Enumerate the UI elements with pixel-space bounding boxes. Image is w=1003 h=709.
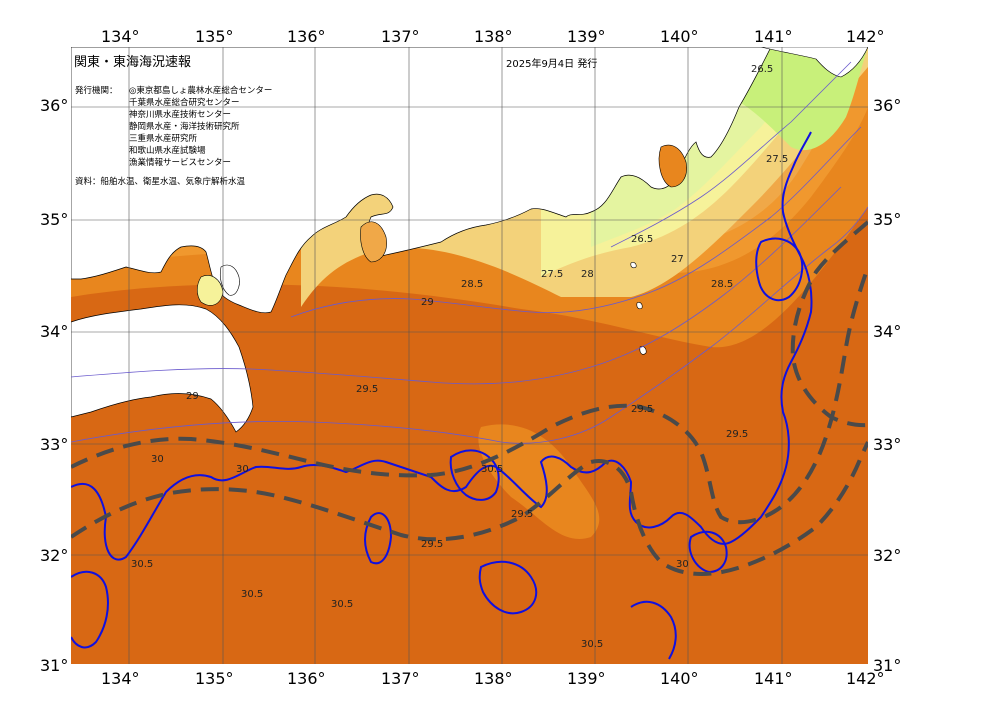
contour-label: 28.5 <box>711 279 733 290</box>
isotherm-30 <box>755 237 804 302</box>
contour-label: 28 <box>581 269 594 280</box>
lat-label-right: 33° <box>873 435 902 454</box>
sst-bay-kii <box>196 275 224 306</box>
lon-label-top: 141° <box>754 27 793 46</box>
contour-label: 29 <box>421 297 434 308</box>
lon-label-bottom: 134° <box>101 669 140 688</box>
sst-bay-suruga <box>658 144 687 188</box>
contour-label: 29.5 <box>511 509 533 520</box>
contour-label: 30.5 <box>331 599 353 610</box>
lon-label-bottom: 140° <box>660 669 699 688</box>
lat-label-right: 32° <box>873 546 902 565</box>
isotherm-30 <box>630 600 677 660</box>
issue-date: 2025年9月4日 発行 <box>506 59 598 70</box>
contour-label: 30 <box>236 464 249 475</box>
kuroshio-axis-north <box>71 266 868 525</box>
lon-label-bottom: 138° <box>474 669 513 688</box>
isotherm-30 <box>364 512 393 565</box>
isotherm-30 <box>71 131 813 561</box>
contour-label: 30.5 <box>481 464 503 475</box>
contour-label: 29.5 <box>356 384 378 395</box>
map-title: 関東・東海海況速報 <box>74 55 192 70</box>
isotherm-30 <box>71 570 109 649</box>
lat-label-left: 33° <box>40 435 69 454</box>
sea-surface-temperature-map: 26.5 26.5 27 27.5 27.5 28 28.5 28.5 29 2… <box>71 47 868 664</box>
lat-label-right: 31° <box>873 656 902 675</box>
contour-labels: 26.5 26.5 27 27.5 27.5 28 28.5 28.5 29 2… <box>131 64 788 650</box>
issuer-institution: 三重県水産研究所 <box>129 134 198 144</box>
issuer-label: 発行機関： <box>75 86 118 96</box>
lon-label-bottom: 136° <box>287 669 326 688</box>
land-boso <box>760 47 868 78</box>
lon-label-bottom: 139° <box>567 669 606 688</box>
contour-label: 29.5 <box>726 429 748 440</box>
contour-label: 27.5 <box>541 269 563 280</box>
land-shikoku <box>71 304 254 433</box>
contour-label: 30 <box>676 559 689 570</box>
lon-label-top: 137° <box>381 27 420 46</box>
data-source: 資料：船舶水温、衛星水温、気象庁解析水温 <box>75 177 246 187</box>
issuer-institution: 漁業情報サービスセンター <box>129 158 232 168</box>
lon-label-top: 135° <box>195 27 234 46</box>
lat-label-right: 36° <box>873 96 902 115</box>
lon-label-top: 140° <box>660 27 699 46</box>
lat-label-left: 34° <box>40 322 69 341</box>
issuer-institution: 千葉県水産総合研究センター <box>129 98 240 108</box>
kuroshio-axis-south <box>71 441 868 576</box>
contour-label: 29 <box>186 391 199 402</box>
lon-label-bottom: 137° <box>381 669 420 688</box>
contour-label: 30.5 <box>581 639 603 650</box>
contour-label: 26.5 <box>751 64 773 75</box>
contour-label: 26.5 <box>631 234 653 245</box>
lon-label-top: 138° <box>474 27 513 46</box>
contour-label: 27.5 <box>766 154 788 165</box>
lon-label-bottom: 141° <box>754 669 793 688</box>
lon-label-bottom: 142° <box>846 669 885 688</box>
lat-label-left: 32° <box>40 546 69 565</box>
isotherm-30 <box>449 449 500 501</box>
lon-label-top: 139° <box>567 27 606 46</box>
issuer-institution: 和歌山県水産試験場 <box>129 146 206 156</box>
lat-label-left: 36° <box>40 96 69 115</box>
sst-bay-ise <box>360 221 387 263</box>
contour-label: 30.5 <box>131 559 153 570</box>
contour-label: 29.5 <box>421 539 443 550</box>
lon-label-top: 134° <box>101 27 140 46</box>
lon-label-top: 142° <box>846 27 885 46</box>
lat-label-left: 35° <box>40 210 69 229</box>
contour-label: 30.5 <box>241 589 263 600</box>
issuer-institution: 神奈川県水産技術センター <box>129 110 232 120</box>
contour-label: 27 <box>671 254 684 265</box>
lat-label-right: 34° <box>873 322 902 341</box>
isotherm-30 <box>688 530 728 574</box>
contour-label: 29.5 <box>631 404 653 415</box>
contour-label: 28.5 <box>461 279 483 290</box>
lon-label-bottom: 135° <box>195 669 234 688</box>
lat-label-right: 35° <box>873 210 902 229</box>
lat-label-left: 31° <box>40 656 69 675</box>
land-awaji <box>219 264 240 296</box>
issuer-institution: ◎東京都島しょ農林水産総合センター <box>129 86 273 96</box>
lon-label-top: 136° <box>287 27 326 46</box>
contour-label: 30 <box>151 454 164 465</box>
isotherm-30 <box>478 560 538 615</box>
issuer-institution: 静岡県水産・海洋技術研究所 <box>129 122 240 132</box>
